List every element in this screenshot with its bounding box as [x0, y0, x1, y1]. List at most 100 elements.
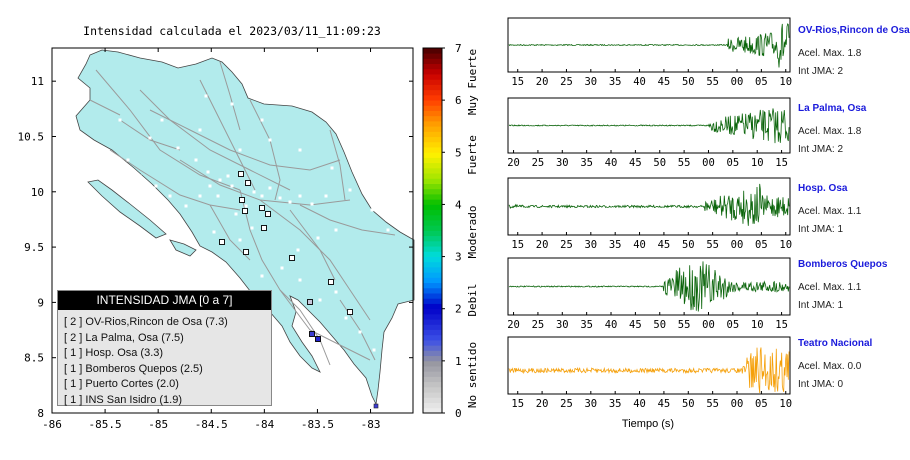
seismogram-tick-label: 30 [556, 157, 569, 169]
station-dot [288, 200, 292, 204]
colorbar-tick-label: 1 [455, 355, 462, 368]
seismogram-tick-label: 10 [751, 157, 764, 169]
seismogram-tick-label: 50 [682, 239, 695, 251]
colorbar-segment [423, 68, 442, 75]
road-11 [289, 209, 336, 281]
waveform [508, 183, 790, 226]
intensity-station [245, 180, 251, 186]
colorbar-segment [423, 167, 442, 174]
seismogram-tick-label: 25 [560, 239, 573, 251]
station-dot [168, 194, 172, 198]
colorbar-segment [423, 376, 442, 383]
station-dot [244, 204, 248, 208]
y-tick-label: 8 [37, 407, 44, 420]
colorbar-tick-label: 7 [455, 42, 462, 55]
road-9 [109, 149, 241, 211]
seismogram-tick-label: 45 [629, 319, 642, 331]
colorbar-segment [423, 329, 442, 336]
colorbar-segment [423, 287, 442, 294]
colorbar-segment [423, 303, 442, 310]
seismogram-xlabel: Tiempo (s) [622, 418, 674, 430]
x-tick-label: -84 [254, 418, 274, 431]
intensity-station [242, 208, 248, 214]
seismogram-tick-label: 45 [629, 157, 642, 169]
seismogram-tick-label: 05 [755, 239, 768, 251]
seismogram-panels: 15 20 25 30 35 40 45 50 55 00 05 10 20 25 30 35 40 45 50 55… [507, 17, 792, 410]
colorbar-segment [423, 178, 442, 184]
station-dot [370, 208, 374, 212]
colorbar-segment [423, 131, 442, 138]
colorbar-segment [423, 141, 442, 148]
colorbar-segment [423, 199, 442, 205]
station-dot [372, 348, 376, 352]
station-dot [252, 190, 256, 194]
waveform [508, 108, 790, 144]
station-jma-3: Int JMA: 1 [798, 224, 844, 235]
colorbar-segment [423, 282, 442, 289]
station-dot [268, 138, 272, 142]
colorbar-segment [423, 360, 442, 367]
station-dot [348, 188, 352, 192]
colorbar-label: Muy Fuerte [466, 49, 479, 115]
legend-row-4: [ 1 ] Bomberos Quepos (2.5) [64, 362, 203, 375]
colorbar-segment [423, 272, 442, 278]
station-dot [108, 174, 112, 178]
road-17 [339, 299, 376, 361]
intensity-station [238, 171, 244, 177]
intensity-station [328, 279, 334, 285]
legend-row-5: [ 1 ] Puerto Cortes (2.0) [64, 378, 179, 390]
station-dot [194, 158, 198, 162]
seismogram-tick-label: 25 [560, 76, 573, 88]
station-dot [198, 194, 202, 198]
seismogram-tick-label: 55 [706, 398, 719, 410]
colorbar-segment [423, 386, 442, 393]
x-tick-label: -85 [148, 418, 168, 431]
colorbar-segment [423, 136, 442, 143]
station-accel-5: Acel. Max. 0.0 [798, 361, 862, 372]
seismogram-tick-label: 00 [702, 319, 715, 331]
colorbar-segment [423, 225, 442, 231]
road-4 [249, 99, 281, 201]
seismogram-tick-label: 15 [511, 398, 524, 410]
colorbar-tick-label: 5 [455, 146, 462, 159]
waveform [508, 23, 790, 68]
station-dot [218, 178, 222, 182]
colorbar-segment [423, 173, 442, 179]
colorbar-label: Debil [466, 283, 479, 316]
station-name-4: Bomberos Quepos [798, 259, 888, 270]
map-frame [51, 47, 414, 414]
seismogram-tick-label: 25 [560, 398, 573, 410]
station-dot [344, 316, 348, 320]
station-jma-1: Int JMA: 2 [798, 66, 844, 77]
map-legend: INTENSIDAD JMA [0 a 7] [ 2 ] OV-Rios,Rin… [57, 290, 272, 406]
seismogram-tick-label: 20 [507, 319, 520, 331]
intensity-station [315, 336, 321, 342]
station-dot [260, 194, 264, 198]
seismogram-panel [507, 177, 791, 236]
colorbar-segment [423, 381, 442, 388]
station-dot [268, 186, 272, 190]
colorbar-segment [423, 94, 442, 101]
seismogram-tick-label: 40 [605, 319, 618, 331]
seismogram-tick-label: 50 [682, 398, 695, 410]
station-name-3: Hosp. Osa [798, 183, 848, 194]
land-mass [75, 49, 415, 406]
station-dot [310, 202, 314, 206]
x-tick-label: -83.5 [301, 418, 334, 431]
colorbar-frame [422, 47, 443, 414]
seismogram-tick-label: 55 [678, 157, 691, 169]
waveform [508, 261, 790, 312]
seismogram-tick-label: 45 [658, 76, 671, 88]
seismogram-tick-label: 35 [609, 398, 622, 410]
seismogram-tick-label: 10 [779, 76, 792, 88]
seismogram-tick-label: 05 [755, 398, 768, 410]
seismogram-tick-label: 40 [605, 157, 618, 169]
colorbar-segment [423, 402, 442, 409]
legend-row-2: [ 2 ] La Palma, Osa (7.5) [64, 331, 184, 344]
station-dot [324, 194, 328, 198]
station-dot [148, 136, 152, 140]
road-13 [219, 61, 241, 131]
seismogram-tick-label: 50 [682, 76, 695, 88]
seismogram-tick-label: 30 [584, 76, 597, 88]
colorbar-segment [423, 48, 442, 54]
